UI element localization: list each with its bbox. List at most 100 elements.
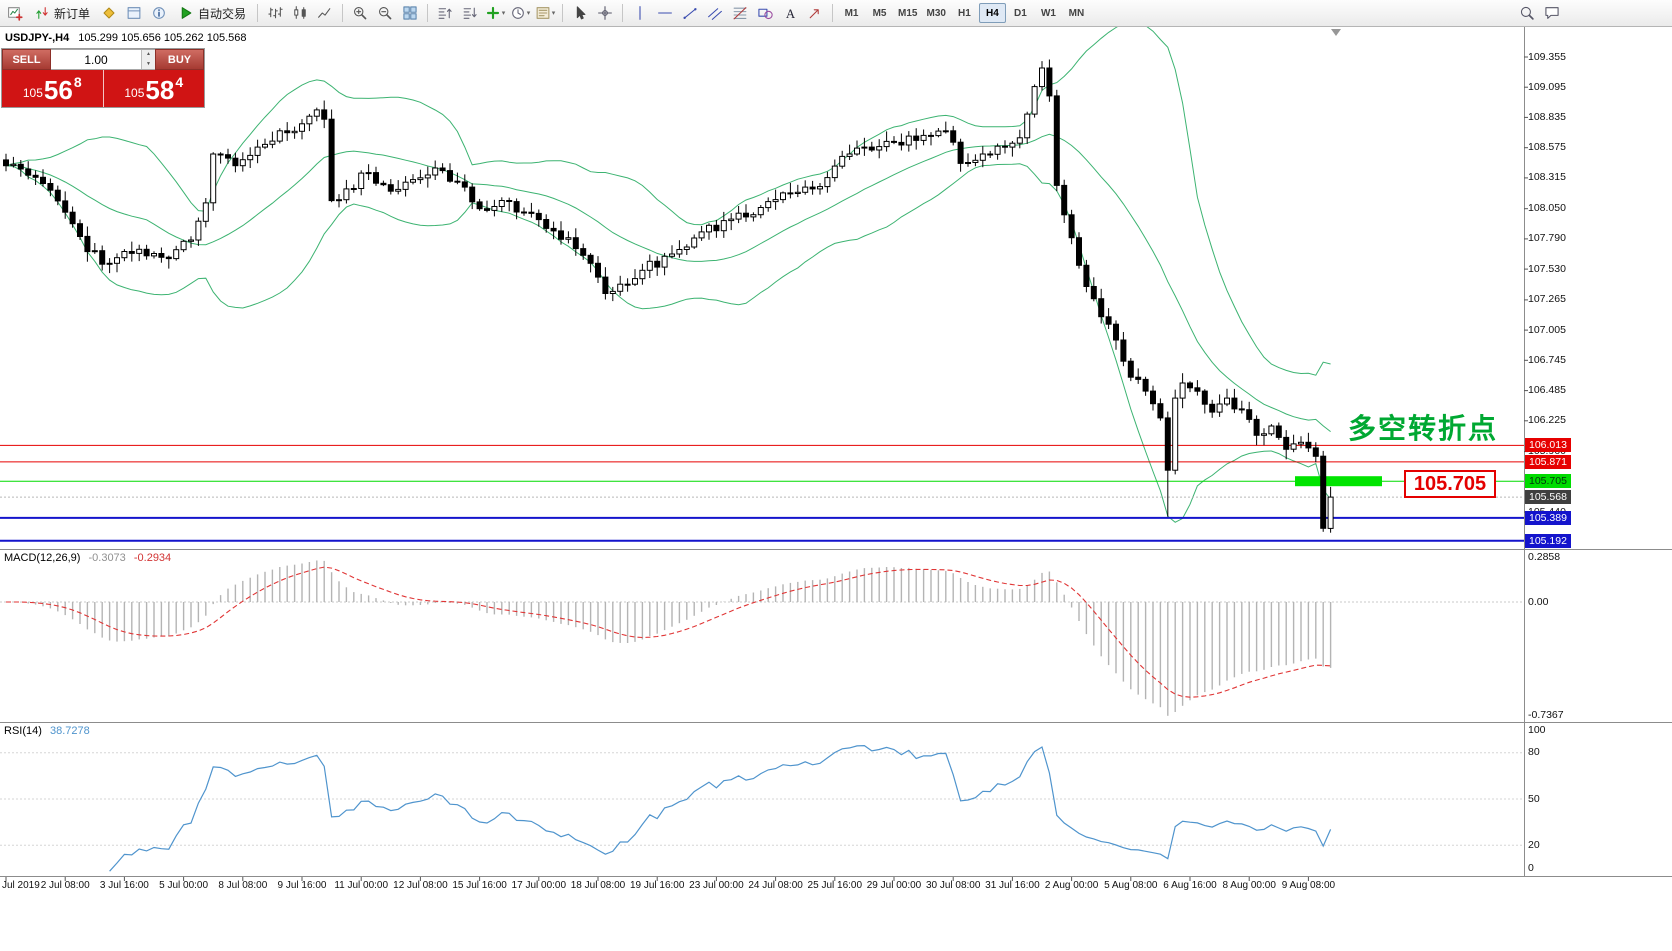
macd-axis-label: 0.2858 — [1528, 551, 1561, 564]
time-axis-label: 2 Aug 00:00 — [1044, 880, 1099, 891]
price-axis-label: 108.835 — [1528, 110, 1566, 123]
volume-up-button[interactable]: ▲ — [142, 50, 155, 60]
horizontal-line-icon[interactable] — [653, 2, 677, 24]
new-order-button-label: 新订单 — [54, 6, 91, 21]
timeframe-h1-button[interactable]: H1 — [958, 7, 971, 19]
timeframe-h4-button[interactable]: H4 — [978, 3, 1006, 23]
timeframe-w1-button[interactable]: W1 — [1040, 7, 1056, 19]
chart-title: USDJPY-,H4 105.299 105.656 105.262 105.5… — [5, 32, 246, 44]
time-axis-label: 5 Jul 00:00 — [159, 880, 209, 891]
rsi-axis-label: 20 — [1528, 838, 1540, 851]
sell-price-pip: 8 — [73, 74, 82, 90]
time-axis-label: 11 Jul 00:00 — [334, 880, 389, 891]
buy-button[interactable]: BUY — [155, 49, 204, 70]
macd-indicator-label: MACD(12,26,9) -0.3073 -0.2934 — [4, 552, 171, 564]
volume-field: ▲ ▼ — [51, 49, 155, 70]
search-icon[interactable] — [1515, 2, 1539, 24]
timeframe-mn-button[interactable]: MN — [1068, 7, 1085, 19]
fibonacci-icon[interactable] — [728, 2, 752, 24]
rsi-axis-label: 100 — [1528, 723, 1546, 736]
time-axis-label: 30 Jul 08:00 — [925, 880, 981, 891]
time-axis-label: 15 Jul 16:00 — [452, 880, 507, 891]
rsi-axis-label: 50 — [1528, 792, 1540, 805]
time-axis-label: 17 Jul 00:00 — [511, 880, 567, 891]
buy-price-pip: 4 — [175, 74, 184, 90]
arrange-asc-icon[interactable] — [433, 2, 457, 24]
bollinger-lower-band — [5, 163, 1331, 523]
time-axis-label: 9 Aug 08:00 — [1281, 880, 1336, 891]
cursor-icon[interactable] — [568, 2, 592, 24]
macd-axis-label: 0.00 — [1528, 595, 1549, 608]
macd-name: MACD(12,26,9) — [4, 552, 81, 564]
timeframe-m30-button[interactable]: M30 — [926, 7, 946, 19]
arrange-desc-icon[interactable] — [458, 2, 482, 24]
zoom-out-icon[interactable] — [373, 2, 397, 24]
turning-point-annotation: 多空转折点 — [1348, 413, 1499, 444]
sell-button[interactable]: SELL — [2, 49, 51, 70]
channel-icon[interactable] — [703, 2, 727, 24]
crosshair-icon[interactable] — [593, 2, 617, 24]
vertical-line-icon[interactable] — [628, 2, 652, 24]
price-line-label: 105.871 — [1525, 454, 1571, 469]
pivot-price-tag: 105.705 — [1404, 470, 1496, 498]
time-axis-label: 19 Jul 16:00 — [629, 880, 685, 891]
chat-icon[interactable] — [1540, 2, 1564, 24]
autotrading-button[interactable]: 自动交易 — [172, 2, 252, 24]
toolbar-separator — [427, 4, 429, 22]
rsi-indicator-label: RSI(14) 38.7278 — [4, 725, 90, 737]
bar-chart-icon[interactable] — [263, 2, 287, 24]
timeframe-m15-button[interactable]: M15 — [898, 7, 918, 19]
time-axis-label: 6 Aug 16:00 — [1163, 880, 1217, 891]
templates-icon[interactable]: ▾ — [533, 2, 557, 24]
chart-shift-marker[interactable] — [1331, 29, 1341, 36]
trendline-icon[interactable] — [678, 2, 702, 24]
price-axis-label: 109.355 — [1528, 50, 1566, 63]
price-axis-label: 108.050 — [1528, 202, 1566, 215]
sell-price-prefix: 105 — [22, 85, 43, 100]
arrow-tool-icon[interactable] — [803, 2, 827, 24]
toolbar-separator — [342, 4, 344, 22]
market-watch-icon[interactable] — [97, 2, 121, 24]
time-axis-label: 25 Jul 16:00 — [807, 880, 863, 891]
time-axis-label: 12 Jul 08:00 — [393, 880, 448, 891]
one-click-trading-panel: SELL ▲ ▼ BUY 105 56 8 105 58 4 — [1, 48, 205, 108]
price-line-label: 105.192 — [1525, 533, 1571, 548]
time-axis-label: 9 Jul 16:00 — [277, 880, 327, 891]
indicators-icon[interactable]: ▾ — [483, 2, 507, 24]
zoom-in-icon[interactable] — [348, 2, 372, 24]
new-order-button[interactable]: 新订单 — [28, 2, 96, 24]
tile-windows-icon[interactable] — [398, 2, 422, 24]
price-axis-label: 106.485 — [1528, 384, 1566, 397]
navigator-icon[interactable] — [147, 2, 171, 24]
price-line-label: 105.389 — [1525, 510, 1571, 525]
price-line-label: 105.705 — [1525, 474, 1571, 489]
timeframe-d1-button[interactable]: D1 — [1014, 7, 1027, 19]
shapes-icon[interactable] — [753, 2, 777, 24]
periods-icon[interactable]: ▾ — [508, 2, 532, 24]
line-chart-icon[interactable] — [313, 2, 337, 24]
time-axis-label: 8 Jul 08:00 — [218, 880, 268, 891]
volume-input[interactable] — [51, 50, 141, 69]
toolbar-separator — [562, 4, 564, 22]
rsi-pane[interactable] — [0, 744, 1524, 872]
macd-value: -0.3073 — [88, 552, 126, 564]
buy-price-big: 58 — [145, 75, 175, 106]
time-axis-label: 31 Jul 16:00 — [985, 880, 1040, 891]
macd-pane[interactable] — [0, 560, 1524, 716]
time-axis-label: 3 Jul 16:00 — [99, 880, 149, 891]
time-axis-label: 5 Aug 08:00 — [1104, 880, 1158, 891]
toolbar-separator — [257, 4, 259, 22]
main-price-pane[interactable] — [0, 21, 1524, 542]
toolbar-separator — [622, 4, 624, 22]
time-axis-label: 24 Jul 08:00 — [748, 880, 803, 891]
timeframe-m5-button[interactable]: M5 — [872, 7, 887, 19]
ohlc-values: 105.299 105.656 105.262 105.568 — [78, 32, 247, 44]
candlestick-chart-icon[interactable] — [288, 2, 312, 24]
rsi-value: 38.7278 — [49, 725, 90, 737]
text-icon[interactable]: A — [778, 2, 802, 24]
volume-down-button[interactable]: ▼ — [142, 59, 155, 69]
data-window-icon[interactable] — [122, 2, 146, 24]
new-chart-icon[interactable] — [3, 2, 27, 24]
timeframe-m1-button[interactable]: M1 — [844, 7, 859, 19]
